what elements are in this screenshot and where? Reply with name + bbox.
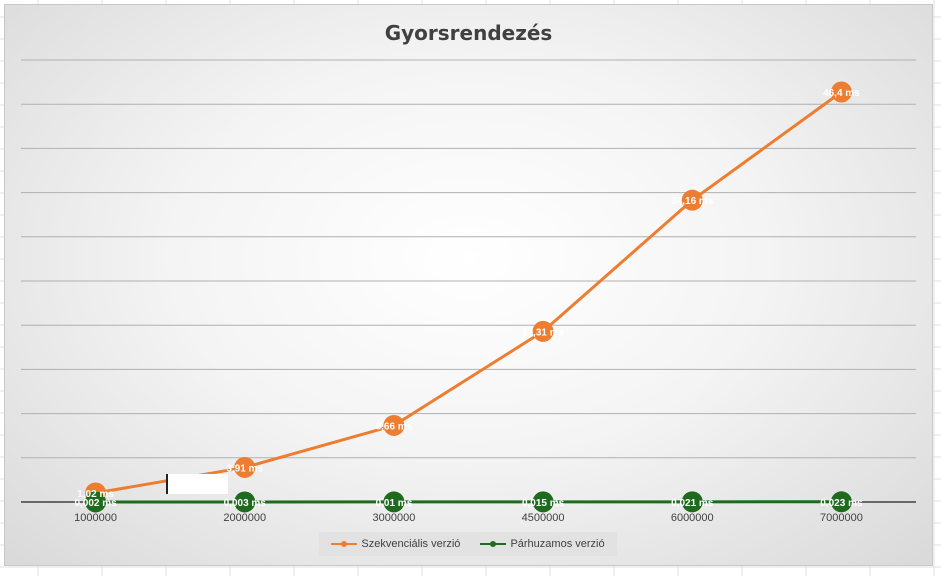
data-label: 8,66 ms bbox=[376, 421, 413, 432]
data-label: 0,015 ms bbox=[522, 498, 565, 509]
data-point-2[interactable] bbox=[85, 491, 107, 513]
data-label: 1,02 ms bbox=[77, 489, 114, 500]
data-point-1[interactable] bbox=[532, 320, 554, 342]
legend-entry-series-1[interactable]: Szekvenciális verzió bbox=[331, 538, 460, 550]
data-label: 0,003 ms bbox=[224, 498, 267, 509]
data-point-2[interactable] bbox=[830, 491, 852, 513]
plot-area[interactable]: 1000000 2000000 3000000 4500000 6000000 70000… bbox=[5, 5, 933, 566]
data-point-1[interactable] bbox=[681, 189, 703, 211]
data-label: 3,91 ms bbox=[226, 463, 263, 474]
x-tick-label: 3000000 bbox=[373, 512, 416, 524]
data-label: 46,4 ms bbox=[823, 88, 860, 99]
data-point-1[interactable] bbox=[383, 414, 405, 436]
x-tick-label: 2000000 bbox=[223, 512, 266, 524]
data-label: 0,021 ms bbox=[671, 498, 714, 509]
legend-marker-icon bbox=[480, 539, 507, 549]
series-line-1[interactable] bbox=[95, 90, 843, 495]
legend-entry-series-2[interactable]: Párhuzamos verzió bbox=[480, 538, 605, 550]
x-tick-label: 4500000 bbox=[522, 512, 565, 524]
data-point-2[interactable] bbox=[234, 491, 256, 513]
data-label: 0,023 ms bbox=[820, 498, 863, 509]
data-point-2[interactable] bbox=[532, 491, 554, 513]
x-tick-label: 7000000 bbox=[820, 512, 863, 524]
data-point-2[interactable] bbox=[681, 491, 703, 513]
x-tick-label: 1000000 bbox=[74, 512, 117, 524]
legend-marker-icon bbox=[331, 539, 358, 549]
data-label: 34,16 ms bbox=[671, 196, 714, 207]
chart-area[interactable]: Gyorsrendezés 1000000 2000000 3000000 45000… bbox=[4, 4, 933, 566]
x-tick-label: 6000000 bbox=[671, 512, 714, 524]
legend-label: Párhuzamos verzió bbox=[510, 538, 605, 550]
data-label: 19,31 ms bbox=[522, 327, 565, 338]
chart-title[interactable]: Gyorsrendezés bbox=[384, 21, 553, 45]
data-point-1[interactable] bbox=[830, 81, 852, 103]
data-label: 0,002 ms bbox=[74, 498, 117, 509]
selected-cell[interactable] bbox=[166, 474, 228, 494]
legend-label: Szekvenciális verzió bbox=[361, 538, 461, 550]
data-label: 0,01 ms bbox=[376, 498, 413, 509]
data-point-2[interactable] bbox=[383, 491, 405, 513]
data-point-1[interactable] bbox=[234, 456, 256, 478]
legend[interactable]: Szekvenciális verzió Párhuzamos verzió bbox=[319, 532, 617, 556]
